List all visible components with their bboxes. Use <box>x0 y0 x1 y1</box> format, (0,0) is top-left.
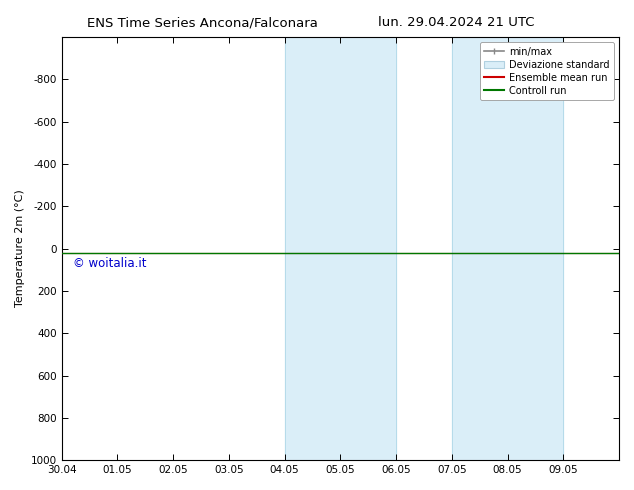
Legend: min/max, Deviazione standard, Ensemble mean run, Controll run: min/max, Deviazione standard, Ensemble m… <box>479 42 614 100</box>
Bar <box>452 37 563 460</box>
Text: © woitalia.it: © woitalia.it <box>73 257 146 270</box>
Bar <box>285 37 396 460</box>
Text: lun. 29.04.2024 21 UTC: lun. 29.04.2024 21 UTC <box>378 16 534 29</box>
Text: ENS Time Series Ancona/Falconara: ENS Time Series Ancona/Falconara <box>87 16 318 29</box>
Y-axis label: Temperature 2m (°C): Temperature 2m (°C) <box>15 190 25 307</box>
Title: ENS Time Series Ancona/Falconara    lun. 29.04.2024 21 UTC: ENS Time Series Ancona/Falconara lun. 29… <box>0 489 1 490</box>
